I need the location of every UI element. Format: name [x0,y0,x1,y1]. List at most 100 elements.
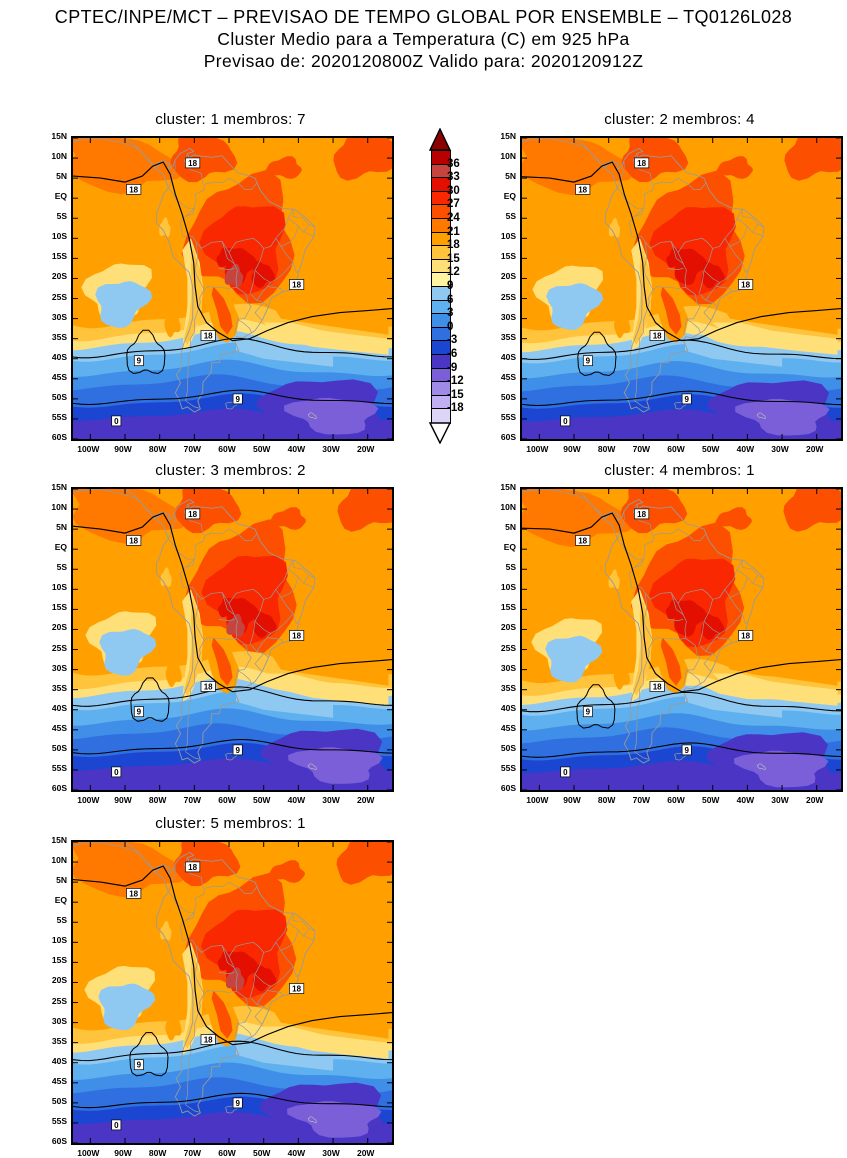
colorbar-tick-label: 3 [447,307,454,320]
ytick-label: EQ [503,191,516,202]
colorbar-tick-label: -18 [447,402,464,415]
xtick-label: 20W [805,444,824,454]
svg-text:18: 18 [637,159,646,168]
xtick-label: 70W [183,444,202,454]
ytick-label: 5N [56,171,67,182]
ytick-label: 35S [500,331,516,342]
contour-label-18-3: 18 [649,681,665,692]
ytick-label: 60S [500,783,516,793]
contour-label-18-0: 18 [185,861,201,873]
contour-label-9-4: 9 [582,706,593,718]
ytick-label: 35S [51,682,67,693]
colorbar-segment [431,245,451,260]
contour-label-9-5: 9 [232,744,243,756]
colorbar-min-arrow [429,422,453,444]
xtick-label: 80W [597,444,616,454]
svg-text:18: 18 [741,281,750,290]
map-frame-cluster-4[interactable]: 18 18 18 18 9 9 0 [520,487,843,792]
xtick-label: 50W [252,444,271,454]
svg-text:18: 18 [204,683,213,692]
xtick-label: 90W [114,444,132,454]
contour-label-9-5: 9 [681,744,692,756]
xtick-label: 50W [701,444,720,454]
xtick-label: 100W [526,444,549,454]
ytick-label: 55S [500,411,516,422]
colorbar-tick-label: -12 [447,375,464,388]
xtick-label: 20W [356,444,375,454]
contour-label-18-1: 18 [126,535,142,546]
xtick-label: 60W [218,444,236,454]
svg-text:0: 0 [114,417,119,426]
contour-label-18-1: 18 [575,535,591,546]
ytick-label: 15S [500,602,516,613]
svg-text:18: 18 [578,536,587,545]
colorbar-segment [431,326,451,342]
colorbar-tick-label: 33 [447,171,460,184]
contour-label-18-1: 18 [575,184,591,195]
xtick-label: 90W [114,1148,132,1158]
svg-text:18: 18 [188,510,197,519]
colorbar-tick-label: 18 [447,239,460,252]
ytick-label: 25S [51,642,67,653]
contour-label-18-2: 18 [289,279,305,290]
colorbar-segment [431,299,451,315]
map-frame-cluster-3[interactable]: 18 18 18 18 9 9 0 [71,487,394,792]
colorbar-tick-label: 30 [447,184,460,197]
colorbar-tick-label: 24 [447,212,460,224]
ytick-label: 10N [500,502,516,513]
ytick-label: EQ [54,542,67,553]
ytick-label: 20S [500,271,516,282]
contour-label-18-3: 18 [200,1034,216,1045]
contour-label-9-4: 9 [133,706,144,718]
xtick-label: 30W [322,795,340,805]
map-frame-cluster-5[interactable]: 18 18 18 18 9 9 0 [71,840,394,1145]
ytick-label: 15N [500,131,516,141]
map-frame-cluster-2[interactable]: 18 18 18 18 9 9 0 [520,136,843,441]
colorbar-segment [431,218,451,233]
svg-text:18: 18 [637,510,646,519]
ytick-label: 40S [500,351,516,362]
ytick-label: 15N [500,482,516,492]
map-frame-cluster-1[interactable]: 18 18 18 18 9 9 0 [71,136,394,441]
map-svg-2: 18 18 18 18 9 9 0 [522,138,841,439]
map-svg-4: 18 18 18 18 9 9 0 [522,489,841,790]
contour-label-18-3: 18 [200,681,216,692]
svg-text:9: 9 [137,708,142,717]
xtick-label: 50W [701,795,720,805]
colorbar-segment [431,354,451,369]
contour-label-0-6: 0 [560,415,571,427]
ytick-label: 10N [51,502,67,513]
contour-label-9-4: 9 [582,355,593,367]
svg-text:9: 9 [137,357,142,366]
colorbar-tick-label: -15 [447,388,464,401]
svg-text:9: 9 [235,395,240,404]
ytick-label: 10N [51,151,67,162]
ytick-label: 40S [51,702,67,713]
xtick-label: 30W [322,1148,340,1158]
ytick-label: 10S [51,935,67,946]
ytick-label: 45S [500,722,516,733]
xtick-label: 90W [563,444,581,454]
colorbar-tick-label: 15 [447,252,460,265]
ytick-label: 20S [51,271,67,282]
colorbar-segment [431,231,451,247]
contour-label-9-5: 9 [681,393,692,405]
ytick-label: 40S [500,702,516,713]
ytick-label: 25S [51,995,67,1006]
panel-title-cluster-2: cluster: 2 membros: 4 [604,111,755,128]
svg-text:18: 18 [204,332,213,341]
ytick-label: 50S [51,1095,67,1106]
ytick-label: 50S [500,742,516,753]
ytick-label: 35S [51,1035,67,1046]
colorbar-tick-label: 21 [447,225,460,238]
ytick-label: 60S [51,1136,67,1146]
ytick-label: 25S [51,291,67,302]
ytick-label: 45S [51,722,67,733]
xtick-label: 20W [805,795,824,805]
colorbar-tick-label: 0 [447,320,454,333]
contour-label-18-2: 18 [738,630,754,641]
svg-text:18: 18 [653,683,662,692]
xtick-label: 60W [218,795,236,805]
svg-text:18: 18 [204,1036,213,1045]
xtick-label: 100W [77,444,100,454]
